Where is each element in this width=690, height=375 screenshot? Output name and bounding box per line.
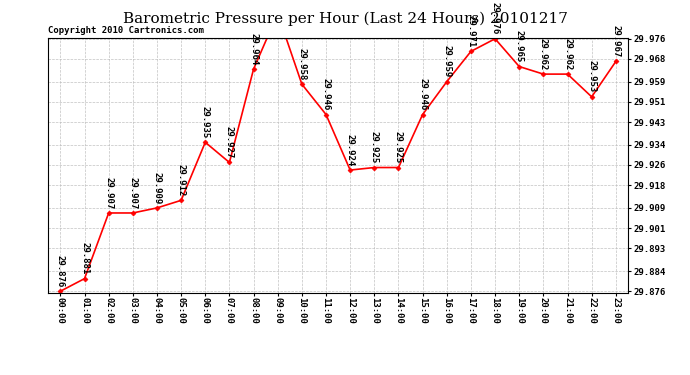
Text: 29.881: 29.881 xyxy=(80,242,89,274)
Text: 29.924: 29.924 xyxy=(346,134,355,166)
Text: 29.965: 29.965 xyxy=(515,30,524,62)
Text: 29.976: 29.976 xyxy=(491,2,500,34)
Text: 29.946: 29.946 xyxy=(322,78,331,110)
Text: 29.958: 29.958 xyxy=(297,48,306,80)
Text: 29.967: 29.967 xyxy=(611,25,620,57)
Text: 29.907: 29.907 xyxy=(128,177,137,209)
Text: 29.925: 29.925 xyxy=(370,131,379,164)
Text: Barometric Pressure per Hour (Last 24 Hours) 20101217: Barometric Pressure per Hour (Last 24 Ho… xyxy=(123,11,567,26)
Text: 29.925: 29.925 xyxy=(394,131,403,164)
Text: 29.946: 29.946 xyxy=(418,78,427,110)
Text: 29.971: 29.971 xyxy=(466,15,475,47)
Text: 29.909: 29.909 xyxy=(152,171,161,204)
Text: 29.912: 29.912 xyxy=(177,164,186,196)
Text: 29.986: 29.986 xyxy=(0,374,1,375)
Text: 29.907: 29.907 xyxy=(104,177,113,209)
Text: 29.962: 29.962 xyxy=(539,38,548,70)
Text: 29.964: 29.964 xyxy=(249,33,258,65)
Text: 29.927: 29.927 xyxy=(225,126,234,158)
Text: 29.935: 29.935 xyxy=(201,106,210,138)
Text: 29.876: 29.876 xyxy=(56,255,65,287)
Text: Copyright 2010 Cartronics.com: Copyright 2010 Cartronics.com xyxy=(48,26,204,35)
Text: 29.959: 29.959 xyxy=(442,45,451,78)
Text: 29.962: 29.962 xyxy=(563,38,572,70)
Text: 29.953: 29.953 xyxy=(587,60,596,93)
